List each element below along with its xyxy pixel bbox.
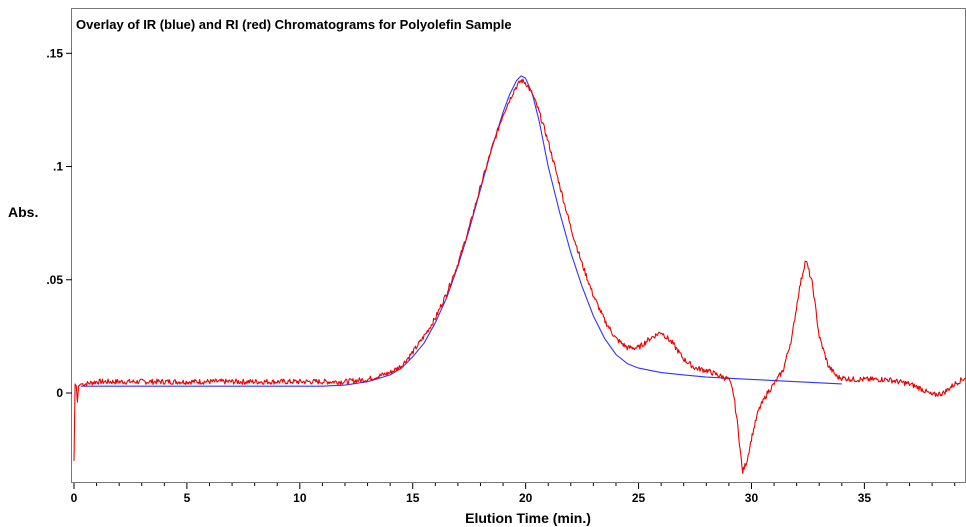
y-axis-ticks: 0 .05 .1 .15 (46, 46, 72, 400)
x-axis-ticks: 0 5 10 15 20 25 30 35 (71, 483, 956, 505)
y-tick-label: .1 (53, 160, 63, 174)
y-tick-label: .15 (46, 46, 63, 60)
y-tick-label: 0 (56, 386, 63, 400)
ir-series-line (80, 75, 842, 387)
plot-area (71, 8, 966, 483)
x-tick-label: 20 (519, 491, 533, 505)
x-tick-label: 30 (745, 491, 759, 505)
x-tick-label: 35 (858, 491, 872, 505)
chart-title: Overlay of IR (blue) and RI (red) Chroma… (76, 17, 512, 32)
x-tick-label: 0 (71, 491, 78, 505)
y-tick-label: .05 (46, 273, 63, 287)
y-axis-label: Abs. (8, 204, 38, 220)
series-layer (73, 75, 966, 474)
x-axis-label: Elution Time (min.) (465, 510, 591, 526)
x-tick-label: 15 (406, 491, 420, 505)
x-tick-label: 5 (184, 491, 191, 505)
x-tick-label: 10 (293, 491, 307, 505)
x-tick-label: 25 (632, 491, 646, 505)
ri-series-line (73, 78, 966, 474)
